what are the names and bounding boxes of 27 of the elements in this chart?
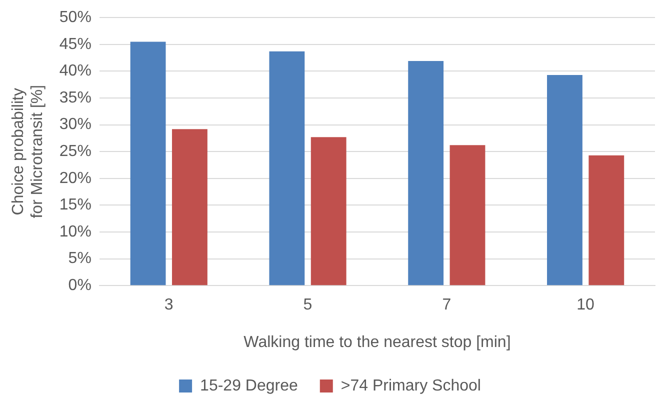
y-tick-label: 25%	[59, 143, 92, 160]
y-tick-label: 0%	[68, 277, 92, 294]
y-tick-label: 50%	[59, 9, 92, 26]
bar	[588, 155, 624, 286]
y-tick-label: 40%	[59, 62, 92, 80]
bar	[547, 74, 582, 286]
bar	[130, 42, 166, 286]
x-tick-label: 7	[442, 296, 452, 314]
y-tick-label: 30%	[59, 116, 92, 134]
y-tick-label: 5%	[68, 250, 92, 268]
legend-label: 15-29 Degree	[200, 377, 298, 394]
x-tick-label: 10	[576, 296, 595, 314]
y-tick-label: 45%	[59, 36, 92, 53]
bar	[450, 145, 486, 286]
bar	[310, 137, 346, 286]
y-tick-label: 20%	[59, 170, 92, 187]
bar	[172, 129, 208, 286]
legend-label: >74 Primary School	[340, 377, 481, 394]
bar	[269, 51, 305, 286]
y-axis-title: Choice probability for Microtransit [%]	[10, 84, 46, 218]
y-tick-label: 10%	[59, 223, 92, 240]
y-tick-label: 15%	[59, 196, 92, 214]
x-axis-title: Walking time to the nearest stop [min]	[244, 334, 511, 351]
x-tick-label: 5	[303, 296, 312, 314]
x-tick-label: 3	[164, 296, 174, 314]
y-tick-label: 35%	[59, 89, 92, 106]
bar	[408, 61, 444, 286]
